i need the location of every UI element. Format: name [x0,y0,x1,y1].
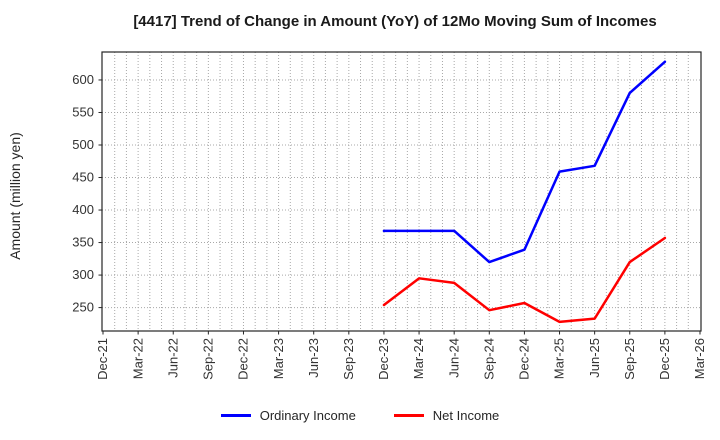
x-tick-label: Sep-25 [622,338,637,380]
x-tick-label: Dec-25 [657,338,672,380]
y-tick-label: 250 [72,300,94,315]
x-tick-label: Dec-24 [517,338,532,380]
y-tick-label: 500 [72,137,94,152]
x-tick-label: Jun-24 [446,338,461,378]
legend-item-ordinary-income: Ordinary Income [220,408,356,423]
legend: Ordinary Income Net Income [0,408,720,423]
plot-border [101,51,702,332]
y-tick-label: 350 [72,235,94,250]
x-tick-label: Mar-24 [411,338,426,379]
x-tick-label: Dec-23 [376,338,391,380]
x-tick-label: Jun-22 [165,338,180,378]
chart-title: [4417] Trend of Change in Amount (YoY) o… [133,13,657,30]
x-tick-label: Jun-23 [306,338,321,378]
y-tick-label: 300 [72,267,94,282]
y-tick-label: 550 [72,105,94,120]
x-tick-label: Mar-22 [130,338,145,379]
x-tick-label: Sep-22 [201,338,216,380]
x-tick-label: Dec-21 [95,338,110,380]
ordinary-income-swatch [220,414,251,417]
legend-item-net-income: Net Income [393,408,500,423]
x-tick-label: Sep-23 [341,338,356,380]
y-tick-label: 600 [72,72,94,87]
legend-label-ordinary-income: Ordinary Income [259,408,356,423]
x-tick-label: Dec-22 [236,338,251,380]
y-tick-label: 400 [72,202,94,217]
x-tick-label: Jun-25 [587,338,602,378]
y-tick-label: 450 [72,170,94,185]
net-income-swatch [393,414,424,417]
x-tick-label: Mar-26 [692,338,707,379]
x-tick-label: Mar-25 [552,338,567,379]
ordinary-income-line [382,60,667,264]
x-tick-label: Sep-24 [481,338,496,380]
legend-label-net-income: Net Income [432,408,500,423]
x-tick-label: Mar-23 [271,338,286,379]
net-income-line [382,236,667,324]
